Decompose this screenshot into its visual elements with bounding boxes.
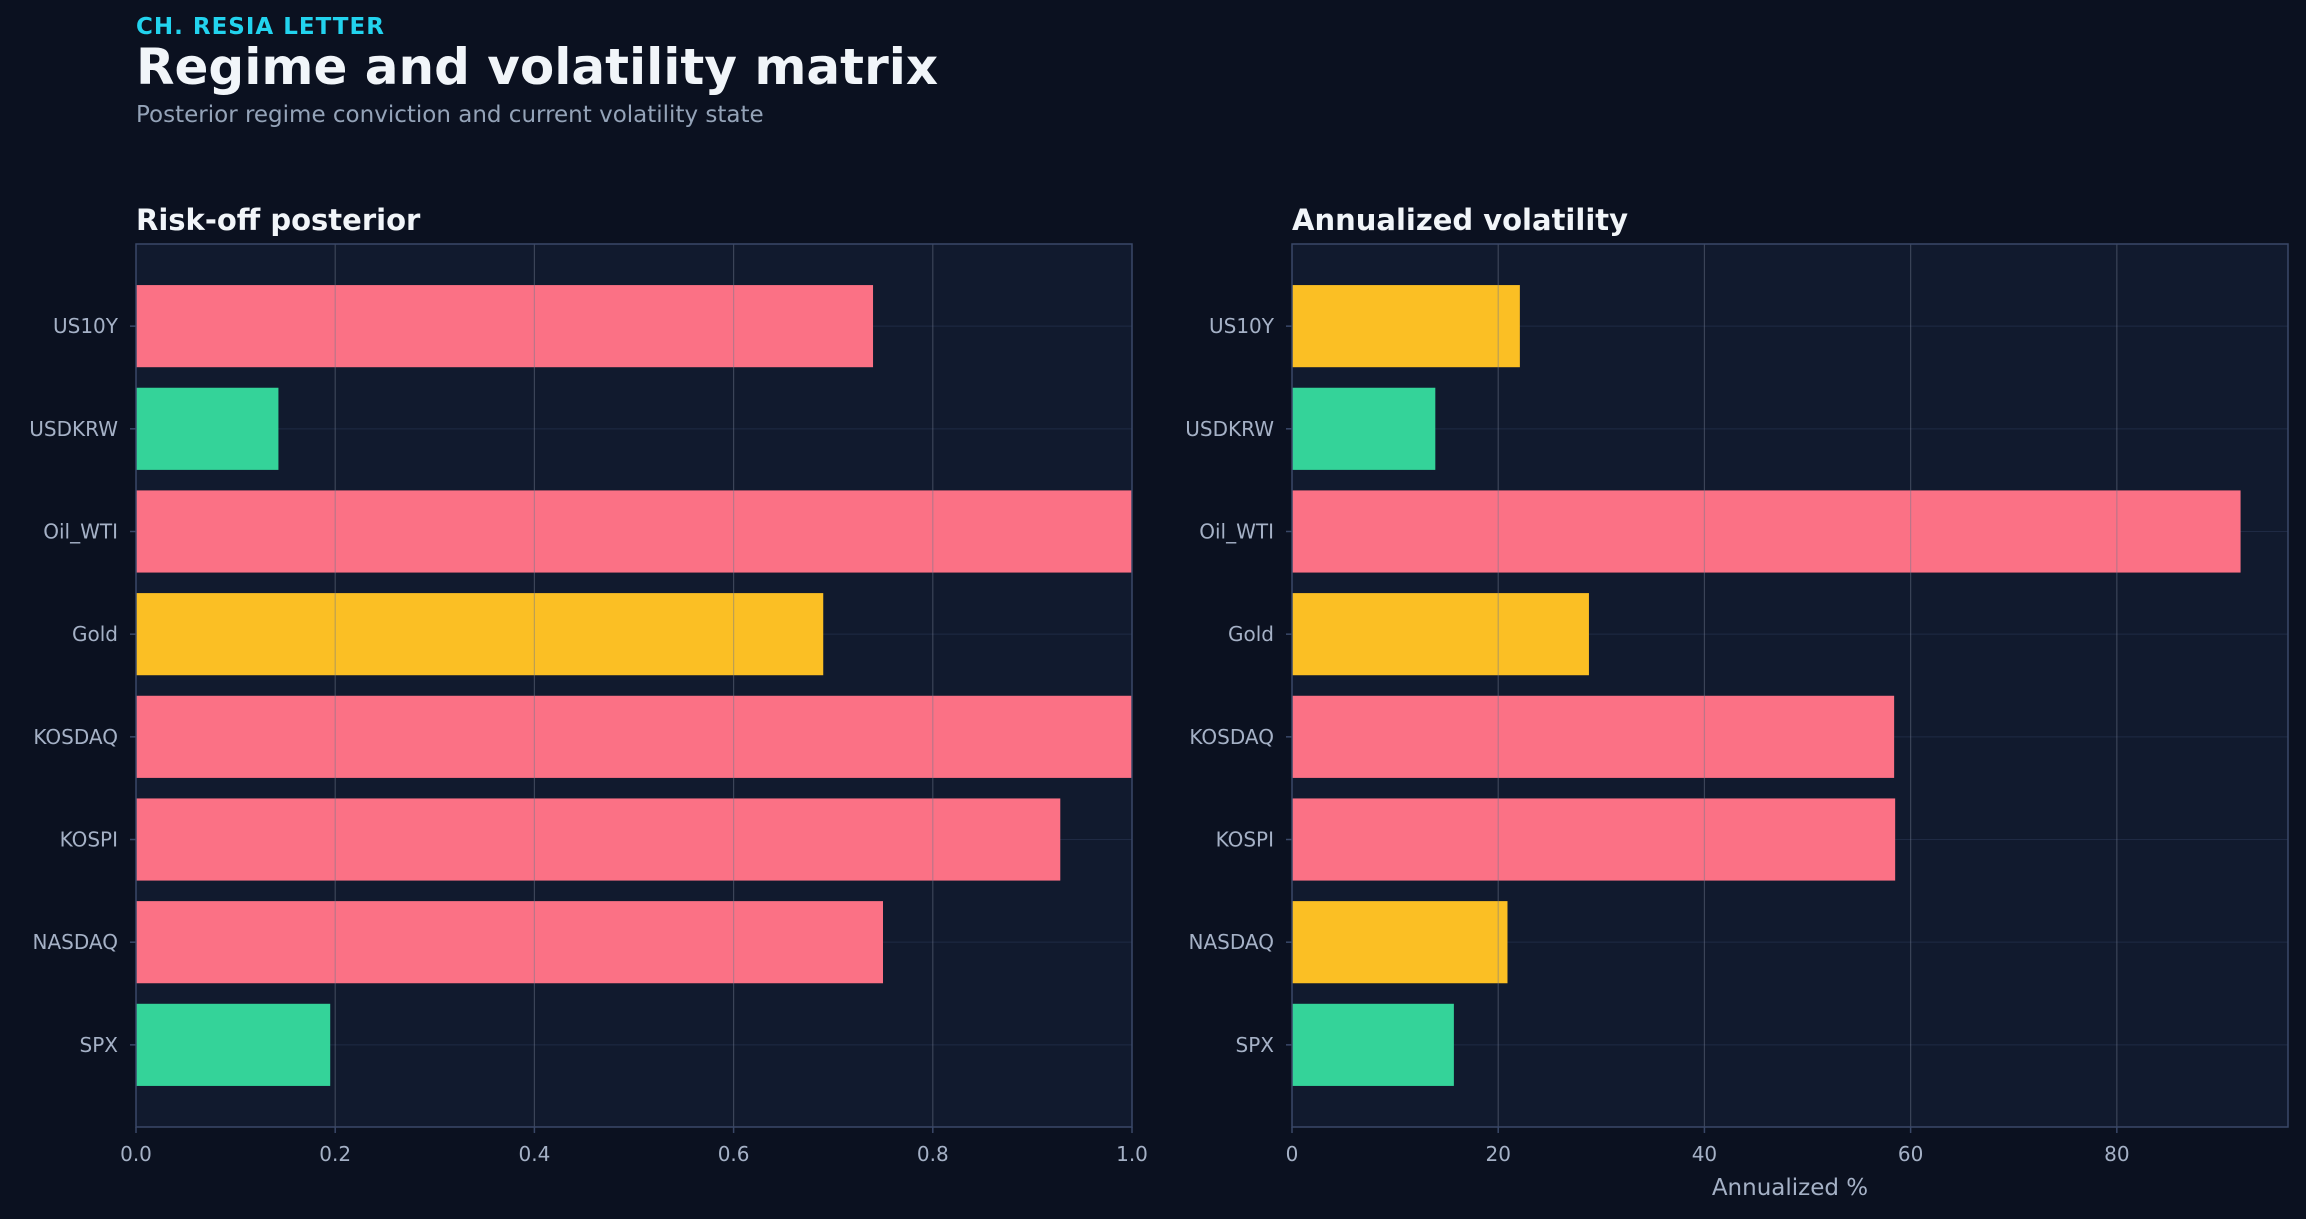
risk-off-xtick-label: 0.4 [518, 1142, 550, 1166]
risk-off-ytick-label: Gold [72, 622, 118, 646]
risk-off-bar-gold [136, 593, 824, 676]
volatility-xtick-label: 40 [1692, 1142, 1717, 1166]
chart-title: Regime and volatility matrix [136, 38, 939, 96]
volatility-ytick-label: NASDAQ [1189, 930, 1274, 954]
volatility-panel: Annualized volatility SPX NASDAQ KOSPI KOSDA… [1185, 203, 2289, 1201]
risk-off-ytick-label: SPX [80, 1033, 119, 1057]
volatility-bar-nasdaq [1292, 901, 1508, 984]
risk-off-bar-us10y [136, 285, 874, 368]
volatility-xtick-label: 20 [1485, 1142, 1510, 1166]
volatility-ytick-label: KOSPI [1216, 828, 1274, 852]
risk-off-bar-kospi [136, 798, 1061, 881]
risk-off-xtick-label: 1.0 [1116, 1142, 1148, 1166]
volatility-bar-us10y [1292, 285, 1520, 368]
volatility-ytick-label: KOSDAQ [1189, 725, 1274, 749]
volatility-bar-spx [1292, 1003, 1454, 1086]
volatility-ytick-label: US10Y [1209, 314, 1275, 338]
volatility-bar-kospi [1292, 798, 1896, 881]
risk-off-panel: Risk-off posterior SPX NASDAQ KOSPI KOSDAQ Go… [29, 203, 1148, 1166]
volatility-xtick-label: 80 [2104, 1142, 2129, 1166]
volatility-panel-title: Annualized volatility [1292, 203, 1628, 237]
risk-off-xtick-label: 0.2 [319, 1142, 351, 1166]
volatility-xaxis-label: Annualized % [1712, 1175, 1868, 1201]
volatility-ytick-label: Gold [1228, 622, 1274, 646]
volatility-bar-usdkrw [1292, 387, 1436, 470]
volatility-ytick-label: USDKRW [1185, 417, 1274, 441]
risk-off-ytick-label: USDKRW [29, 417, 118, 441]
risk-off-ytick-label: KOSDAQ [33, 725, 118, 749]
risk-off-ytick-label: US10Y [53, 314, 119, 338]
risk-off-bar-nasdaq [136, 901, 883, 984]
volatility-xtick-label: 0 [1286, 1142, 1299, 1166]
risk-off-plot-area [136, 244, 1132, 1127]
risk-off-xtick-label: 0.0 [120, 1142, 152, 1166]
risk-off-ytick-label: Oil_WTI [43, 519, 118, 543]
risk-off-bar-kosdaq [136, 695, 1132, 778]
risk-off-bar-oil-wti [136, 490, 1132, 573]
volatility-ytick-label: SPX [1236, 1033, 1275, 1057]
risk-off-ytick-label: KOSPI [60, 828, 118, 852]
risk-off-plot-frame [135, 243, 1133, 1128]
volatility-ytick-label: Oil_WTI [1199, 519, 1274, 543]
volatility-plot-frame [1291, 243, 2289, 1128]
risk-off-bar-spx [136, 1003, 331, 1086]
chart-kicker: CH. RESIA LETTER [136, 14, 385, 40]
risk-off-bar-usdkrw [136, 387, 279, 470]
volatility-plot-area [1292, 244, 2288, 1127]
volatility-bar-gold [1292, 593, 1589, 676]
risk-off-xtick-label: 0.6 [718, 1142, 750, 1166]
risk-off-xtick-label: 0.8 [917, 1142, 949, 1166]
risk-off-ytick-label: NASDAQ [33, 930, 118, 954]
volatility-bar-oil-wti [1292, 490, 2241, 573]
risk-off-panel-title: Risk-off posterior [136, 203, 421, 237]
chart-subtitle: Posterior regime conviction and current … [136, 102, 764, 128]
volatility-xtick-label: 60 [1898, 1142, 1923, 1166]
volatility-bar-kosdaq [1292, 695, 1895, 778]
